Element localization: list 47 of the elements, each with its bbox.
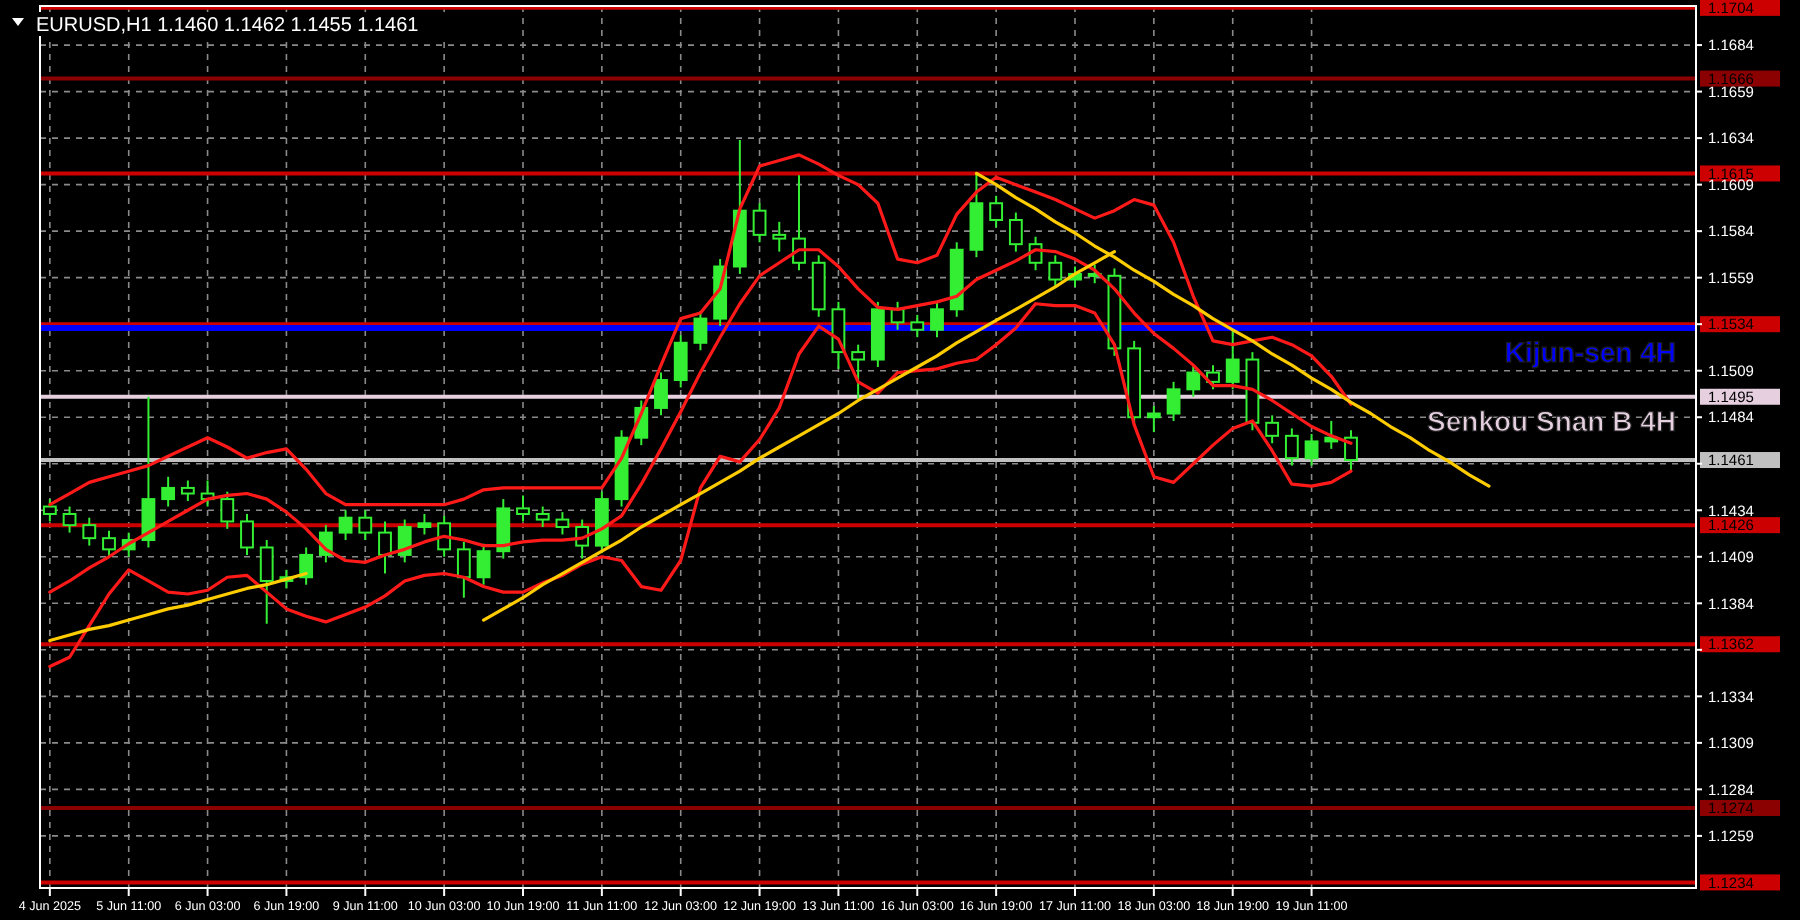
candlestick [338,509,353,542]
candlestick [811,254,826,318]
candlestick [516,494,530,523]
candlestick [378,520,392,575]
candlestick [1304,432,1319,467]
text: EURUSD,H1 1.1460 1.1462 1.1455 1.1461 [36,15,420,37]
candlestick [930,300,944,339]
candlestick [437,514,452,558]
candlestick [62,505,77,534]
candlestick [417,512,432,536]
candlestick [299,546,314,586]
candlestick [1008,211,1023,253]
candlestick [594,490,609,555]
candlestick [240,512,254,556]
candlestick [1265,414,1280,445]
candlestick [1146,405,1161,434]
candlestick [161,475,176,508]
annotation: Kijun-sen 4H [1504,335,1676,368]
candlestick [535,505,550,529]
annotation: Senkou Snan B 4H [1427,404,1676,437]
candlestick [693,310,708,352]
candlestick [989,194,1004,229]
candlestick [220,490,235,530]
candlestick [180,479,195,502]
candlestick [673,334,688,389]
candlestick [969,172,984,259]
candlestick [456,540,471,599]
candlestick [1344,429,1358,473]
candlestick [1284,427,1299,467]
candlestick [752,202,767,244]
candlestick [772,220,787,253]
candlestick [1166,380,1181,422]
candlestick [851,343,866,400]
candlestick [358,509,373,542]
candlestick [1186,364,1201,398]
candlestick [476,542,491,586]
candlestick [42,498,57,523]
candlestick [910,313,925,339]
candlestick [82,516,97,547]
candlestick [259,539,274,625]
candlestick [496,498,511,560]
candlestick [1225,328,1240,391]
candlestick [1048,254,1063,288]
line-series [48,302,1353,669]
candlestick [555,511,570,536]
candlestick [102,529,116,558]
candlestick [654,371,668,417]
